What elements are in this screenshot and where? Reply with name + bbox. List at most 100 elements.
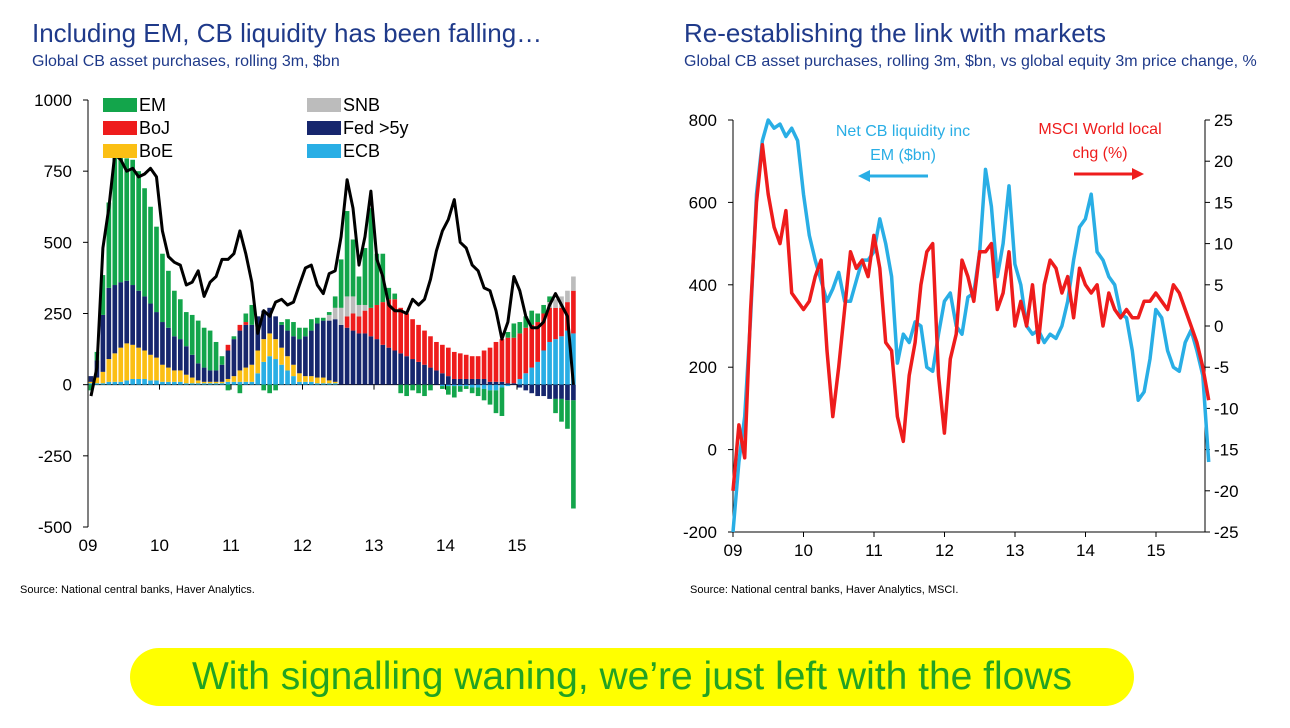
legend-label: BoJ [139,118,170,138]
bar-fed-5y [344,327,350,385]
bar-fed-5y [320,320,326,378]
bar-em [249,304,255,325]
bar-em [535,313,540,323]
bar-em [541,304,546,314]
right-right-y-tick-label: -15 [1214,441,1239,460]
right-x-tick-label: 11 [865,541,883,560]
bar-em [285,319,290,331]
bar-em [344,211,350,297]
right-dual-axis-line-chart: -200 0 200 400 600 800 -25 -20 -15 -10 -5 0 5 10 15 20 2… [683,111,1239,560]
legend-item-boj: BoJ [103,118,170,138]
annotation-arrowhead-right [1132,168,1144,180]
bar-em [124,158,130,281]
bar-boe [255,350,261,374]
bar-em [118,156,124,283]
bar-boj [428,336,433,368]
bar-fed-5y [249,324,255,365]
bar-boj [404,313,409,357]
bar-em [130,159,135,286]
bar-boe [225,378,231,382]
bar-fed-5y [463,378,469,385]
bar-snb [553,299,558,308]
bar-fed-5y [142,296,147,351]
bar-fed-5y [237,330,243,371]
bar-boj [446,347,451,377]
bar-fed-5y [195,363,201,381]
right-x-tick-label: 15 [1147,541,1166,560]
bar-em [446,386,451,395]
bar-boj [541,313,546,351]
bar-ecb [154,380,159,385]
bar-em [416,384,421,394]
right-right-y-tick-label: 0 [1214,317,1223,336]
bar-ecb [332,383,338,385]
bar-fed-5y [416,361,421,385]
bar-fed-5y [219,364,225,382]
bar-fed-5y [213,370,219,382]
bar-boe [279,347,284,365]
bar-fed-5y [523,384,529,391]
bar-fed-5y [440,373,445,385]
bar-fed-5y [154,312,159,358]
bar-ecb [112,381,118,385]
bar-fed-5y [487,381,493,385]
left-x-tick-label: 11 [222,536,240,555]
msci-world-line [731,142,1211,491]
bar-boe [118,347,124,382]
bar-boe [273,339,278,360]
bar-fed-5y [207,370,213,382]
bar-ecb [499,384,505,388]
legend-item-em: EM [103,95,166,115]
bar-fed-5y [410,359,415,385]
right-right-y-tick-label: 5 [1214,276,1223,295]
bar-fed-5y [100,314,106,372]
bar-ecb [553,339,558,385]
bar-fed-5y [124,280,130,344]
annotation-cb-liquidity-line1: Net CB liquidity inc [836,123,970,140]
bar-boj [350,313,356,331]
conclusion-banner-text: With signalling waning, we’re just left … [191,655,1073,698]
bar-fed-5y [511,383,517,385]
bar-ecb [177,381,183,385]
bar-ecb [285,370,290,385]
bar-fed-5y [553,384,558,399]
legend-label: SNB [343,95,380,115]
bar-boe [94,377,100,384]
bar-boe [172,370,177,382]
bar-fed-5y [350,330,356,385]
bar-em [297,327,302,340]
bar-boe [195,380,201,384]
bar-boj [368,307,374,337]
bar-fed-5y [475,378,481,385]
right-right-y-tick-label: -25 [1214,523,1239,542]
bar-em [463,386,469,389]
bar-em [112,151,118,286]
bar-ecb [487,384,493,391]
right-right-y-tick-label: 25 [1214,111,1233,130]
bar-boe [231,376,237,382]
legend-swatch [307,144,341,158]
bar-fed-5y [535,384,540,397]
bar-em [422,384,427,397]
bar-fed-5y [189,354,195,378]
bar-em [207,330,213,371]
left-x-tick-label: 15 [508,536,527,555]
bar-em [332,296,338,308]
left-y-tick-label: 750 [44,162,72,181]
bar-em [142,188,147,297]
right-x-tick-label: 10 [794,541,813,560]
bar-ecb [189,383,195,385]
bar-boe [285,356,290,371]
bar-boj [392,299,398,351]
bar-ecb [88,383,94,385]
bar-fed-5y [177,339,183,371]
bar-boe [124,343,130,381]
bar-ecb [446,384,451,387]
bar-ecb [100,383,106,385]
bar-ecb [249,381,255,385]
bar-boe [100,371,106,384]
bar-ecb [297,381,302,385]
bar-boj [344,316,350,328]
bar-em [88,384,94,391]
bar-fed-5y [291,336,296,365]
